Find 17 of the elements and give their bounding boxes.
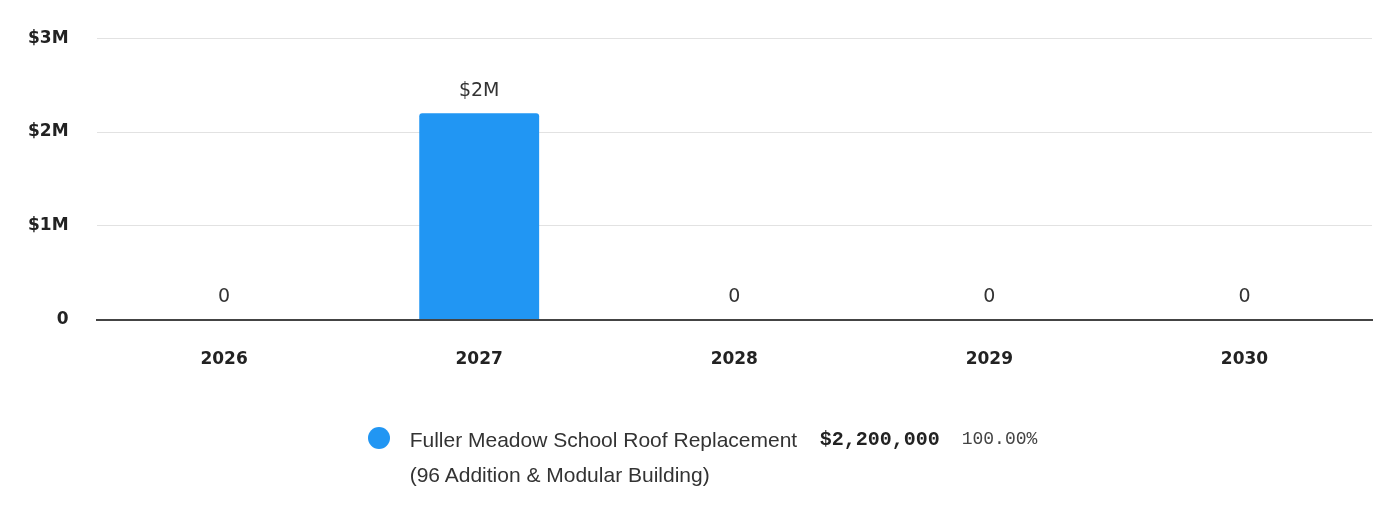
- x-tick-label: 2026: [200, 348, 248, 369]
- data-label: 0: [728, 284, 741, 307]
- y-tick-label: $2M: [28, 120, 69, 141]
- x-tick-label: 2027: [455, 348, 503, 369]
- y-tick-label: 0: [56, 308, 69, 329]
- y-tick-label: $1M: [28, 214, 69, 235]
- x-tick-label: 2030: [1220, 348, 1269, 369]
- data-label: $2M: [458, 77, 500, 100]
- text: $2,200,000: [819, 427, 940, 453]
- x-tick-label: 2029: [965, 348, 1014, 369]
- y-tick-label: $3M: [28, 26, 69, 47]
- text: 100.00%: [961, 428, 1038, 451]
- data-label: 0: [218, 284, 231, 307]
- data-label: 0: [983, 284, 996, 307]
- data-label: 0: [1238, 284, 1251, 307]
- legend-label: Fuller Meadow School Roof Replacement (96 Addition & Modular Building): [409, 427, 799, 488]
- x-tick-label: 2028: [710, 348, 758, 369]
